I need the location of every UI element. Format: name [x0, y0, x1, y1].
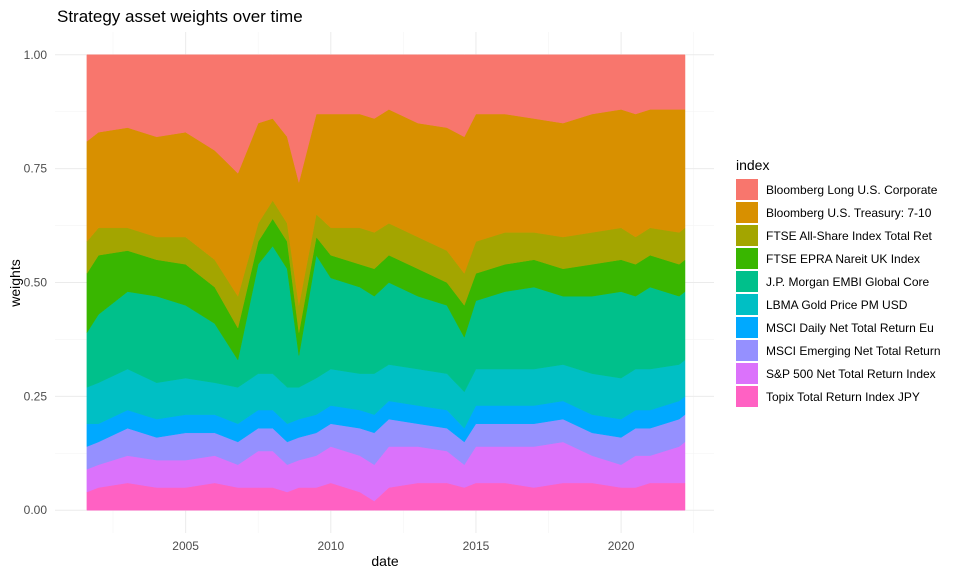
legend-label: LBMA Gold Price PM USD — [766, 298, 908, 312]
legend-label: MSCI Daily Net Total Return Eu — [766, 321, 934, 335]
legend-swatch — [736, 294, 758, 315]
tick-labels: 0.00 0.25 0.50 0.75 1.00 2005 2010 2015 2020 — [24, 48, 635, 553]
legend-swatch — [736, 317, 758, 338]
y-tick-label: 0.75 — [24, 162, 48, 176]
legend-label: Topix Total Return Index JPY — [766, 390, 920, 404]
legend-swatch — [736, 340, 758, 361]
legend-label: MSCI Emerging Net Total Return — [766, 344, 941, 358]
chart-title: Strategy asset weights over time — [57, 7, 303, 26]
legend-swatch — [736, 202, 758, 223]
x-tick-label: 2015 — [463, 539, 490, 553]
legend-swatch — [736, 179, 758, 200]
legend-label: Bloomberg U.S. Treasury: 7-10 — [766, 206, 932, 220]
y-tick-label: 0.25 — [24, 389, 48, 403]
legend-swatch — [736, 386, 758, 407]
legend-title: index — [736, 157, 769, 173]
legend-swatch — [736, 225, 758, 246]
legend: index Bloomberg Long U.S. Corporate Bloom… — [736, 157, 941, 407]
x-tick-label: 2010 — [317, 539, 344, 553]
legend-swatch — [736, 248, 758, 269]
legend-label: FTSE EPRA Nareit UK Index — [766, 252, 920, 266]
area-series-bloomberg-long-u-s-corporate — [86, 54, 686, 183]
y-axis-title: weights — [7, 259, 23, 307]
area-layer — [86, 54, 686, 511]
x-tick-label: 2005 — [172, 539, 199, 553]
legend-label: J.P. Morgan EMBI Global Core — [766, 275, 930, 289]
legend-label: Bloomberg Long U.S. Corporate — [766, 183, 938, 197]
x-axis-title: date — [371, 553, 398, 569]
legend-label: FTSE All-Share Index Total Ret — [766, 229, 933, 243]
legend-swatch — [736, 363, 758, 384]
legend-swatch — [736, 271, 758, 292]
y-tick-label: 0.00 — [24, 503, 48, 517]
y-tick-label: 0.50 — [24, 276, 48, 290]
y-tick-label: 1.00 — [24, 48, 48, 62]
legend-label: S&P 500 Net Total Return Index — [766, 367, 936, 381]
x-tick-label: 2020 — [608, 539, 635, 553]
